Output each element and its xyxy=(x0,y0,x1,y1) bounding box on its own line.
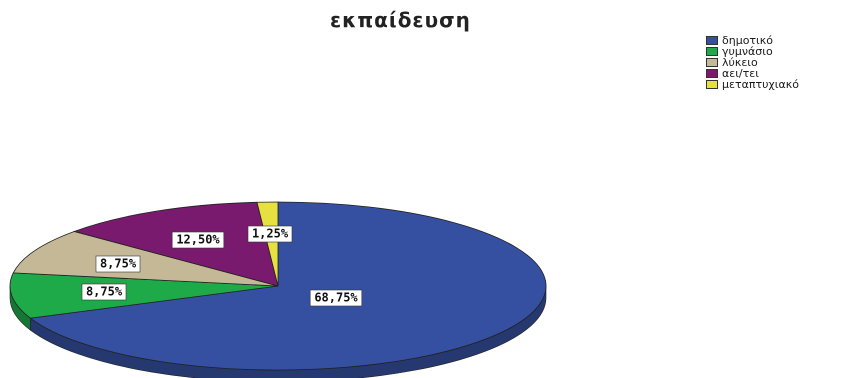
pie-top xyxy=(9,201,547,371)
chart-title: εκπαίδευση xyxy=(330,8,471,32)
legend-swatch xyxy=(706,80,718,89)
pie-data-label: 8,75% xyxy=(95,255,141,273)
pie-data-label-text: 12,50% xyxy=(176,233,220,247)
pie-data-label: 1,25% xyxy=(247,225,293,243)
legend-label: μεταπτυχιακό xyxy=(722,78,799,91)
legend-item: αει/τει xyxy=(706,68,799,79)
legend-item: δημοτικό xyxy=(706,35,799,46)
pie-data-label-box xyxy=(95,255,141,273)
pie-slice xyxy=(12,231,279,287)
pie-slice xyxy=(29,201,547,371)
pie-data-label: 12,50% xyxy=(171,231,225,249)
legend-label: γυμνάσιο xyxy=(722,45,773,58)
legend-swatch xyxy=(706,58,718,67)
legend-swatch xyxy=(706,36,718,45)
pie-data-label: 68,75% xyxy=(309,289,363,307)
legend-label: λύκειο xyxy=(722,56,758,69)
legend-swatch xyxy=(706,47,718,56)
legend: δημοτικό γυμνάσιο λύκειο αει/τει μεταπτυχιακ… xyxy=(706,35,799,90)
pie-data-label-text: 8,75% xyxy=(86,285,123,299)
pie-data-label-box xyxy=(247,225,293,243)
pie-data-label-box xyxy=(309,289,363,307)
legend-item: μεταπτυχιακό xyxy=(706,79,799,90)
pie-data-label-box xyxy=(81,283,127,301)
pie-data-label-text: 68,75% xyxy=(314,291,358,305)
pie-data-label-box xyxy=(171,231,225,249)
pie-data-label-text: 8,75% xyxy=(100,257,137,271)
pie-labels: 68,75% 8,75% 8,75% 12,50% 1,25% xyxy=(81,225,363,307)
pie-data-label: 8,75% xyxy=(81,283,127,301)
pie-data-label-text: 1,25% xyxy=(252,227,289,241)
legend-item: λύκειο xyxy=(706,57,799,68)
legend-swatch xyxy=(706,69,718,78)
pie-slice xyxy=(9,272,279,319)
pie-slice xyxy=(256,201,279,287)
legend-label: δημοτικό xyxy=(722,34,773,47)
legend-item: γυμνάσιο xyxy=(706,46,799,57)
legend-label: αει/τει xyxy=(722,67,759,80)
